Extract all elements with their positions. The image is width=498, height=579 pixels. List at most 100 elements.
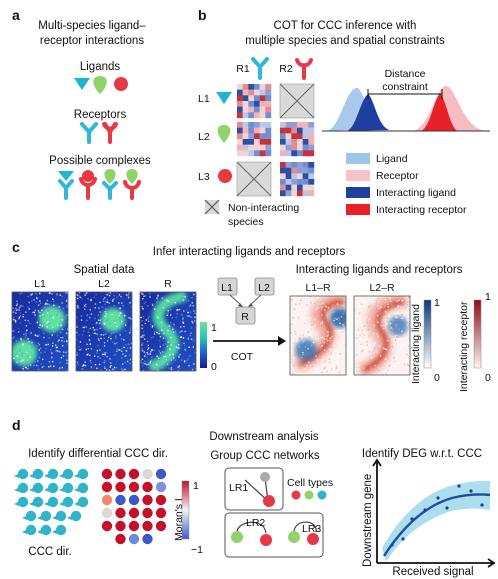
spatial-map-r <box>140 292 196 371</box>
cot-flow-diagram <box>217 277 275 325</box>
result-l1r-label: L1–R <box>305 282 331 294</box>
morans-dot <box>115 520 126 532</box>
cb-rec-min: 0 <box>485 372 491 384</box>
morans-dot <box>115 494 126 506</box>
spatial-map-l2 <box>76 292 132 371</box>
ccc-direction-dot <box>44 496 59 508</box>
result-map-l2r <box>354 296 410 375</box>
noninteracting-cell <box>279 83 315 119</box>
row-l2-label: L2 <box>198 131 210 143</box>
receptor-y-icon <box>80 122 98 144</box>
interacting-receptor-colorbar <box>473 299 482 369</box>
cot-heatmap-cell <box>280 122 315 157</box>
legend-receptor-swatch <box>346 170 370 181</box>
morans-dot <box>155 468 167 480</box>
cell-type-red-icon <box>291 490 301 500</box>
panel-d-title: Downstream analysis <box>209 431 319 443</box>
panel-c-label: c <box>12 239 20 255</box>
ccc-dir-label: CCC dir. <box>28 546 71 558</box>
ccc-direction-dot <box>44 482 59 494</box>
ccc-direction-dot <box>29 482 44 494</box>
legend-int-ligand-swatch <box>346 187 370 198</box>
noninteracting-label-line2: species <box>228 216 264 228</box>
cot-heatmap-cell <box>280 162 315 197</box>
panel-b-title-line1: COT for CCC inference with <box>274 20 417 32</box>
receptor-icons <box>80 122 118 144</box>
ccc-direction-dot <box>37 524 52 536</box>
morans-dot <box>101 494 113 506</box>
legend-int-ligand: Interacting ligand <box>376 187 456 199</box>
morans-dot <box>142 533 153 545</box>
cot-heatmap-cell <box>237 122 272 157</box>
row-l3-ligand-icon <box>218 169 232 183</box>
cb-rec-max: 1 <box>485 291 491 303</box>
morans-dot <box>128 494 140 506</box>
col-r1-receptor-icon <box>251 57 269 80</box>
legend-ligand: Ligand <box>376 153 408 165</box>
network-title: Group CCC networks <box>210 450 320 462</box>
row-l1-ligand-icon <box>216 92 232 104</box>
morans-dot <box>142 494 153 506</box>
distance-constraint-plot <box>322 86 490 132</box>
ccc-direction-dot <box>59 468 74 480</box>
complex-circle-cup-icon <box>82 170 94 182</box>
cb-lig-min: 0 <box>434 372 440 384</box>
panel-d-label: d <box>12 417 21 433</box>
deg-title: Identify DEG w.r.t. CCC <box>362 448 482 460</box>
morans-label: Moran's I <box>173 498 185 541</box>
interacting-ligand-colorbar <box>423 299 432 369</box>
spatial-l2-label: L2 <box>98 278 110 290</box>
cross-icon <box>204 199 220 215</box>
morans-dot <box>142 520 153 532</box>
morans-dot <box>142 468 153 480</box>
network-node-lr1: LR1 <box>229 482 248 494</box>
spatial-cb-max: 1 <box>211 322 217 334</box>
result-map-l1r <box>290 296 346 375</box>
spatial-colorbar <box>200 322 207 368</box>
morans-dot <box>155 481 167 493</box>
flow-node-l1: L1 <box>221 282 233 294</box>
morans-dot <box>101 520 113 532</box>
panel-b-label: b <box>198 7 207 23</box>
legend-receptor: Receptor <box>376 170 419 182</box>
col-r1-label: R1 <box>236 63 250 75</box>
morans-dot <box>101 468 113 480</box>
network-node-lr2: LR2 <box>246 517 265 529</box>
cb-rec-label: Interacting receptor <box>458 301 470 392</box>
col-r2-receptor-icon <box>295 58 313 80</box>
morans-dot <box>128 481 140 493</box>
morans-min: −1 <box>191 544 203 556</box>
morans-dot <box>115 507 126 519</box>
flow-node-r: R <box>241 311 249 323</box>
legend-ligand-swatch <box>346 153 370 164</box>
cell-type-cyan-icon <box>317 490 327 500</box>
morans-dot <box>155 494 167 506</box>
distance-label-line1: Distance <box>385 68 426 80</box>
noninteracting-cell <box>236 161 272 197</box>
ligand-icons <box>74 76 128 94</box>
ligand-circle-icon <box>114 77 128 91</box>
ccc-direction-field <box>14 468 89 536</box>
ccc-direction-dot <box>74 482 89 494</box>
cot-matrices <box>236 83 315 197</box>
morans-dot <box>101 481 113 493</box>
row-l3-label: L3 <box>198 171 210 183</box>
morans-dot <box>115 468 126 480</box>
deg-ylabel: Downstream gene <box>362 474 374 567</box>
spatial-r-label: R <box>164 278 172 290</box>
morans-dot <box>115 481 126 493</box>
legend-int-receptor-swatch <box>346 204 370 215</box>
cell-type-green-icon <box>304 490 314 500</box>
ligands-label: Ligands <box>80 61 121 73</box>
distance-label-line2: constraint <box>382 81 428 93</box>
deg-xlabel: Received signal <box>392 566 473 578</box>
row-l1-label: L1 <box>198 93 210 105</box>
spatial-cb-min: 0 <box>211 361 217 373</box>
receptors-label: Receptors <box>74 109 127 121</box>
morans-dot <box>128 507 140 519</box>
ccc-direction-dot <box>74 468 89 480</box>
morans-dot <box>142 507 153 519</box>
complex-drop-y-icon <box>104 169 116 184</box>
cell-types-label: Cell types <box>287 477 333 489</box>
